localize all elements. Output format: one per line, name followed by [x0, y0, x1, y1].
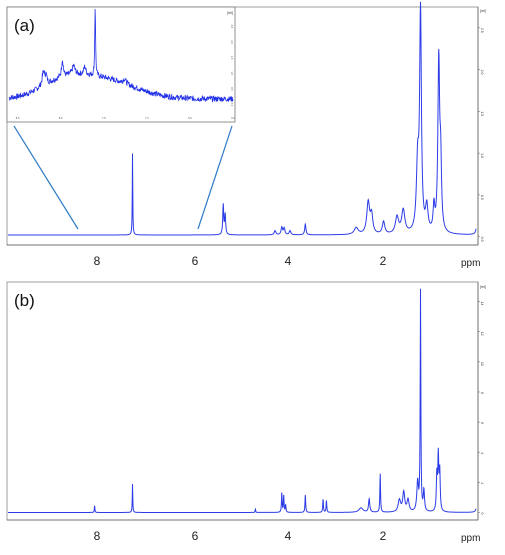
panel-b-y-tick-label: 10: [480, 362, 484, 366]
inset-y-tick-label: 1.5: [230, 56, 234, 60]
panel-b-spectrum-line: [8, 288, 477, 513]
inset-y-unit: [rel]: [227, 11, 233, 15]
panel-b-y-tick-label: 6: [480, 422, 484, 424]
panel-a-x-tick-8: 8: [94, 254, 101, 268]
panel-a-x-tick-6: 6: [192, 254, 199, 268]
inset-y-tick-label: 0.0: [230, 103, 234, 107]
panel-b-x-tick-4: 4: [285, 529, 292, 543]
panel-b-x-tick-8: 8: [94, 529, 101, 543]
panel-b-y-tick-label: 14: [480, 302, 484, 306]
panel-a-y-tick-label: 0.5: [480, 195, 484, 200]
panel-a-spectrum-line: [8, 1, 477, 236]
panel-b-y-tick-label: 4: [480, 452, 484, 454]
inset-x-tick-label: 8.5: [16, 116, 20, 120]
inset-spectrum-line: [8, 8, 234, 103]
panel-b-y-tick-label: 12: [480, 332, 484, 336]
panel-a-y-tick-label: 2.5: [480, 28, 484, 33]
panel-b-x-ticks: 8 6 4 2: [94, 529, 387, 543]
inset-y-ticks: 0.0 0.5 1.0 1.5 2.0 2.5: [230, 25, 234, 107]
panel-a-y-tick-label: 1.0: [480, 153, 484, 158]
zoom-connector-right: [197, 125, 233, 230]
panel-b-label: (b): [14, 291, 35, 310]
inset-y-tick-label: 2.5: [230, 25, 234, 29]
panel-b-y-tick-label: 0: [480, 512, 484, 514]
panel-a-x-ticks: 8 6 4 2: [94, 254, 387, 268]
panel-b-frame: [6, 281, 479, 521]
inset-x-tick-label: 7.0: [145, 116, 149, 120]
inset-plot: 8.5 8.0 7.5 7.0 6.5 6.0 [rel] 0.0 0.5 1.0 1.5 2.0…: [6, 6, 236, 123]
panel-a-y-tick-label: 1.5: [480, 111, 484, 116]
panel-b-y-tick-label: 8: [480, 392, 484, 394]
panel-b-x-tick-2: 2: [380, 529, 387, 543]
panel-a-y-tick-label: 0.0: [480, 237, 484, 242]
panel-b-y-axis: [rel] 0 2 4 6 8 10 12 14: [477, 282, 486, 520]
panel-b-x-axis-label: ppm: [461, 533, 480, 544]
panel-a: [rel] 0.0 0.5 1.0 1.5 2.0 2.5 8 6 4 2 ppm 8.5…: [6, 1, 486, 269]
panel-a-y-unit: [rel]: [480, 9, 486, 13]
inset-x-tick-label: 6.5: [188, 116, 192, 120]
panel-a-x-axis-label: ppm: [461, 258, 480, 269]
inset-y-tick-label: 0.5: [230, 87, 234, 91]
inset-x-ticks: 8.5 8.0 7.5 7.0 6.5 6.0: [16, 116, 236, 120]
panel-a-label: (a): [14, 16, 35, 35]
panel-b: [rel] 0 2 4 6 8 10 12 14 8 6 4 2 ppm (b): [6, 281, 486, 544]
panel-a-x-tick-4: 4: [285, 254, 292, 268]
panel-a-x-tick-2: 2: [380, 254, 387, 268]
panel-b-x-tick-6: 6: [192, 529, 199, 543]
panel-a-y-axis: [rel] 0.0 0.5 1.0 1.5 2.0 2.5: [477, 7, 486, 245]
panel-a-y-tick-label: 2.0: [480, 70, 484, 75]
panel-b-y-tick-label: 2: [480, 482, 484, 484]
panel-b-y-unit: [rel]: [480, 285, 486, 289]
inset-x-tick-label: 8.0: [59, 116, 63, 120]
inset-y-tick-label: 1.0: [230, 71, 234, 75]
inset-x-tick-label: 6.0: [231, 116, 235, 120]
zoom-connector-left: [13, 125, 79, 230]
inset-x-tick-label: 7.5: [102, 116, 106, 120]
inset-y-tick-label: 2.0: [230, 40, 234, 44]
inset-frame: [6, 6, 236, 123]
